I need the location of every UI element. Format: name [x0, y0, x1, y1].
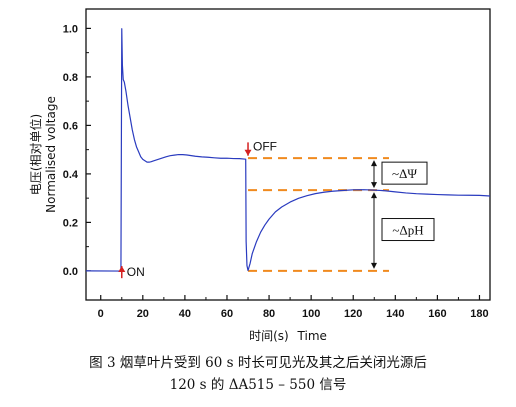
bracket-arrowhead-down — [371, 182, 377, 189]
x-tick-label: 120 — [344, 308, 362, 320]
bracket-label: ~ΔΨ — [392, 166, 417, 181]
plot-frame — [85, 8, 491, 301]
reference-lines — [248, 157, 389, 272]
x-tick-label: 100 — [302, 308, 320, 320]
plot-border — [85, 8, 491, 301]
x-tick-label: 0 — [98, 308, 104, 320]
bracket-arrowhead-down — [371, 262, 377, 269]
y-tick-label: 0.8 — [63, 72, 78, 84]
arrow-head — [244, 149, 252, 156]
bracket-arrowhead-up — [371, 192, 377, 199]
x-axis-label-en: Time — [297, 329, 327, 343]
figure-caption: 图 3 烟草叶片受到 60 s 时长可见光及其之后关闭光源后 120 s 的 Δ… — [0, 352, 516, 396]
y-tick-label: 0.0 — [63, 266, 78, 278]
series-layer — [85, 28, 491, 272]
bracket-label-box — [381, 218, 435, 242]
y-tick-label: 0.4 — [63, 169, 79, 181]
arrow-head — [118, 266, 126, 273]
x-axis-label-cn: 时间(s) — [249, 329, 289, 343]
y-tick-label: 1.0 — [63, 23, 78, 35]
series-line — [85, 28, 491, 272]
x-tick-label: 80 — [263, 308, 275, 320]
y-axis-label-cn: 电压(相对单位) — [28, 114, 43, 195]
x-axis-label: 时间(s) Time — [249, 329, 327, 343]
chart: 0 20 40 60 80 100 120 140 160 180 0.0 0.2 0.4 0.6 0.8 1… — [28, 8, 491, 343]
on-label: ON — [127, 265, 145, 279]
x-tick-label: 160 — [428, 308, 446, 320]
annotations: ON OFF — [118, 139, 277, 279]
axis-ticks: 0 20 40 60 80 100 120 140 160 180 0.0 0.2 0.4 0.6 0.8 1… — [63, 23, 489, 320]
bracket-label-box — [381, 161, 428, 185]
bracket-arrowhead-up — [371, 160, 377, 167]
y-tick-label: 0.2 — [63, 217, 78, 229]
x-tick-label: 180 — [470, 308, 488, 320]
caption-line-2: 120 s 的 ΔA515 – 550 信号 — [169, 377, 347, 393]
off-label: OFF — [253, 139, 277, 153]
brackets: ~ΔΨ ~ΔpH — [371, 160, 435, 269]
x-tick-label: 140 — [386, 308, 404, 320]
x-tick-label: 40 — [179, 308, 191, 320]
axis-labels: 电压(相对单位) Normalised voltage 时间(s) Time — [28, 96, 327, 343]
bracket-label: ~ΔpH — [392, 223, 423, 238]
x-tick-label: 20 — [137, 308, 149, 320]
y-tick-label: 0.6 — [63, 120, 78, 132]
x-tick-label: 60 — [221, 308, 233, 320]
caption-line-1: 图 3 烟草叶片受到 60 s 时长可见光及其之后关闭光源后 — [89, 355, 427, 371]
y-axis-label-en: Normalised voltage — [44, 96, 58, 213]
